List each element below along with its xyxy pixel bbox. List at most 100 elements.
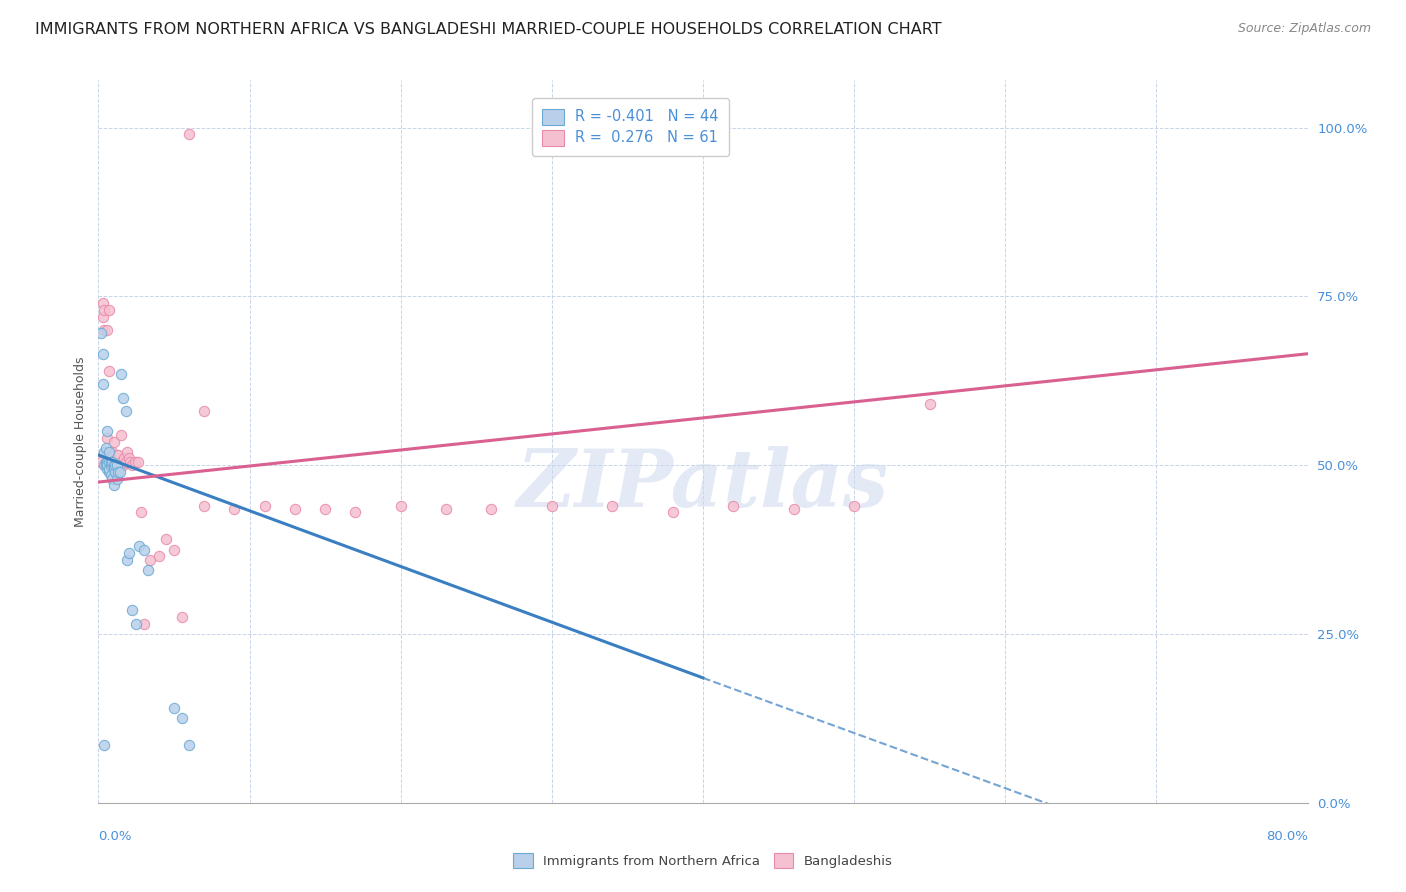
- Point: [90, 326, 112, 341]
- Point: [132, 616, 155, 631]
- Point: [98, 364, 121, 378]
- Point: [91, 310, 114, 324]
- Point: [193, 499, 215, 513]
- Point: [170, 711, 193, 725]
- Point: [96, 461, 118, 475]
- Point: [98, 444, 121, 458]
- Point: [163, 542, 186, 557]
- Point: [136, 563, 159, 577]
- Point: [100, 455, 122, 469]
- Point: [108, 465, 131, 479]
- Point: [110, 367, 132, 381]
- Point: [224, 502, 246, 516]
- Point: [103, 478, 125, 492]
- Point: [284, 502, 307, 516]
- Point: [103, 458, 125, 472]
- Point: [125, 616, 148, 631]
- Point: [344, 505, 367, 519]
- Text: IMMIGRANTS FROM NORTHERN AFRICA VS BANGLADESHI MARRIED-COUPLE HOUSEHOLDS CORRELA: IMMIGRANTS FROM NORTHERN AFRICA VS BANGL…: [35, 22, 942, 37]
- Point: [179, 739, 201, 753]
- Point: [104, 458, 127, 472]
- Point: [96, 431, 118, 445]
- Y-axis label: Married-couple Households: Married-couple Households: [75, 356, 87, 527]
- Point: [107, 465, 129, 479]
- Legend: Immigrants from Northern Africa, Bangladeshis: Immigrants from Northern Africa, Banglad…: [505, 846, 901, 876]
- Point: [93, 302, 115, 317]
- Point: [193, 404, 215, 418]
- Point: [96, 323, 118, 337]
- Point: [93, 458, 115, 472]
- Point: [100, 468, 122, 483]
- Point: [101, 444, 124, 458]
- Point: [104, 455, 127, 469]
- Point: [844, 499, 866, 513]
- Point: [100, 458, 122, 472]
- Point: [114, 455, 136, 469]
- Point: [101, 455, 124, 469]
- Point: [120, 455, 142, 469]
- Point: [114, 404, 136, 418]
- Point: [103, 461, 125, 475]
- Point: [118, 451, 141, 466]
- Point: [179, 128, 201, 142]
- Point: [105, 458, 128, 472]
- Point: [100, 455, 122, 469]
- Point: [94, 442, 117, 456]
- Point: [96, 444, 118, 458]
- Point: [105, 472, 128, 486]
- Point: [101, 458, 124, 472]
- Point: [163, 701, 186, 715]
- Point: [127, 455, 149, 469]
- Point: [103, 461, 125, 475]
- Point: [94, 458, 117, 472]
- Point: [107, 448, 129, 462]
- Point: [98, 465, 121, 479]
- Point: [90, 455, 112, 469]
- Point: [148, 549, 170, 564]
- Text: 0.0%: 0.0%: [98, 830, 132, 843]
- Point: [96, 455, 118, 469]
- Point: [93, 739, 115, 753]
- Point: [121, 603, 143, 617]
- Point: [105, 458, 128, 472]
- Point: [434, 502, 457, 516]
- Point: [96, 458, 118, 472]
- Point: [112, 451, 135, 466]
- Point: [93, 323, 115, 337]
- Point: [110, 455, 132, 469]
- Point: [93, 444, 115, 458]
- Point: [389, 499, 412, 513]
- Point: [918, 397, 941, 411]
- Point: [139, 552, 162, 566]
- Point: [121, 458, 143, 472]
- Point: [94, 444, 117, 458]
- Point: [101, 455, 124, 469]
- Point: [104, 458, 127, 472]
- Point: [132, 542, 155, 557]
- Point: [783, 502, 806, 516]
- Point: [91, 296, 114, 310]
- Point: [155, 533, 177, 547]
- Point: [96, 425, 118, 439]
- Point: [100, 458, 122, 472]
- Point: [104, 465, 127, 479]
- Point: [129, 505, 152, 519]
- Point: [115, 552, 138, 566]
- Point: [314, 502, 336, 516]
- Point: [602, 499, 624, 513]
- Point: [98, 461, 121, 475]
- Point: [91, 347, 114, 361]
- Point: [105, 448, 128, 462]
- Point: [661, 505, 683, 519]
- Point: [91, 377, 114, 392]
- Point: [723, 499, 745, 513]
- Point: [98, 302, 121, 317]
- Text: Source: ZipAtlas.com: Source: ZipAtlas.com: [1237, 22, 1371, 36]
- Point: [128, 539, 150, 553]
- Point: [94, 455, 117, 469]
- Point: [103, 434, 125, 449]
- Point: [111, 391, 134, 405]
- Point: [118, 546, 141, 560]
- Text: ZIPatlas: ZIPatlas: [517, 446, 889, 524]
- Point: [253, 499, 276, 513]
